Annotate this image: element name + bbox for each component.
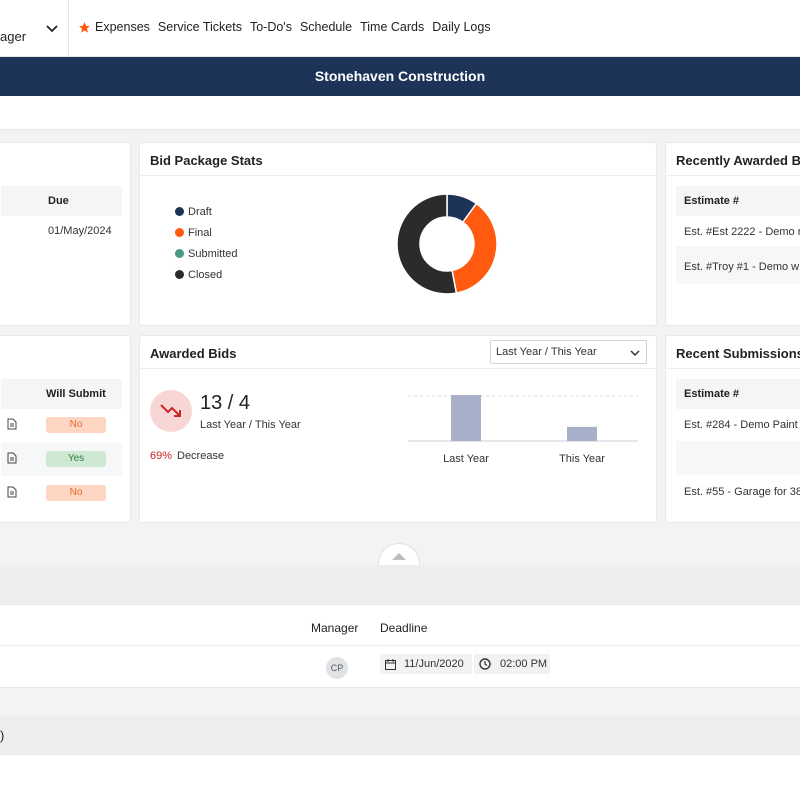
recently-awarded-card: Recently Awarded Bi Estimate # Est. #Est… <box>665 142 800 326</box>
deadline-time[interactable]: 02:00 PM <box>474 654 550 674</box>
legend-swatch <box>175 270 184 279</box>
trending-down-icon <box>160 404 181 417</box>
table-header <box>676 186 800 216</box>
chart-legend: Draft Final Submitted Closed <box>175 201 238 285</box>
bar-this-year[interactable] <box>567 426 597 441</box>
donut-slice-closed[interactable] <box>396 193 458 295</box>
chevron-down-icon <box>630 350 640 357</box>
nav-item-expenses[interactable]: Expenses <box>95 20 150 34</box>
bid-package-stats-card: Bid Package Stats Draft Final Submitted … <box>139 142 657 326</box>
legend-label: Final <box>188 226 212 239</box>
caret-up-icon <box>392 553 406 560</box>
role-selector-label[interactable]: ager <box>0 29 27 44</box>
donut-slice-final[interactable] <box>451 202 498 294</box>
page-footer <box>0 754 800 794</box>
divider <box>140 368 656 369</box>
submission-row-1[interactable]: Est. #284 - Demo Paint <box>684 419 798 431</box>
change-direction: Decrease <box>177 450 225 462</box>
card-title: Recently Awarded Bi <box>676 153 800 168</box>
left-top-card: Due 01/May/2024 <box>0 142 131 326</box>
ratio-caption: Last Year / This Year <box>200 419 301 431</box>
awarded-row-2[interactable]: Est. #Troy #1 - Demo w <box>684 261 800 273</box>
bar-last-year[interactable] <box>451 395 481 441</box>
sub-toolbar <box>0 96 800 130</box>
nav-item-time-cards[interactable]: Time Cards <box>360 20 425 34</box>
divider <box>0 645 800 646</box>
chevron-down-icon[interactable] <box>45 21 59 35</box>
bid-status-donut-chart <box>396 193 498 295</box>
card-title: Recent Submissions <box>676 346 800 361</box>
table-header <box>1 186 122 216</box>
star-icon <box>79 21 90 33</box>
schedule-table: Manager Deadline CP 11/Jun/2020 02:00 PM <box>0 604 800 688</box>
section-header <box>0 565 800 604</box>
column-deadline: Deadline <box>380 621 428 635</box>
legend-label: Closed <box>188 268 223 281</box>
left-mid-card: Will Submit No Yes No <box>0 335 131 523</box>
time-text: 02:00 PM <box>500 658 548 670</box>
table-row <box>676 246 800 284</box>
column-due: Due <box>48 195 69 207</box>
legend-item-draft[interactable]: Draft <box>175 201 238 222</box>
column-estimate: Estimate # <box>684 195 740 207</box>
section-header: ) <box>0 716 800 754</box>
legend-label: Submitted <box>188 247 238 260</box>
nav-item-service-tickets[interactable]: Service Tickets <box>157 20 242 34</box>
calendar-icon <box>385 659 396 670</box>
divider <box>140 175 656 176</box>
table-row <box>676 441 800 475</box>
due-date: 01/May/2024 <box>48 225 112 237</box>
card-title: Bid Package Stats <box>150 153 263 168</box>
avatar[interactable]: CP <box>326 657 348 679</box>
ratio-value: 13 / 4 <box>200 392 251 414</box>
legend-label: Draft <box>188 205 212 218</box>
period-select[interactable]: Last Year / This Year <box>490 340 647 364</box>
column-will-submit: Will Submit <box>46 388 106 400</box>
company-banner: Stonehaven Construction <box>0 57 800 96</box>
recent-submissions-card: Recent Submissions Estimate # Est. #284 … <box>665 335 800 523</box>
awarded-bids-bar-chart: Last Year This Year <box>408 395 638 465</box>
legend-item-submitted[interactable]: Submitted <box>175 243 238 264</box>
deadline-date[interactable]: 11/Jun/2020 <box>380 654 472 674</box>
top-navigation: ager Expenses Service Tickets To-Do's Sc… <box>0 0 800 57</box>
clock-icon <box>479 658 491 670</box>
x-tick-label: Last Year <box>443 453 489 465</box>
divider <box>666 368 800 369</box>
nav-item-daily-logs[interactable]: Daily Logs <box>432 20 491 34</box>
status-badge-yes: Yes <box>46 451 106 467</box>
legend-swatch <box>175 249 184 258</box>
table-header <box>1 379 122 409</box>
card-title: Awarded Bids <box>150 346 237 361</box>
awarded-bids-card: Awarded Bids Last Year / This Year 13 / … <box>139 335 657 523</box>
section-title: ) <box>0 728 5 743</box>
x-tick-label: This Year <box>559 453 605 465</box>
nav-item-todos[interactable]: To-Do's <box>249 20 292 34</box>
collapse-dashboard-button[interactable] <box>378 543 420 565</box>
percent-change: 69% <box>150 450 173 462</box>
nav-item-schedule[interactable]: Schedule <box>299 20 353 34</box>
module-nav: Expenses Service Tickets To-Do's Schedul… <box>78 20 491 34</box>
date-text: 11/Jun/2020 <box>404 658 464 670</box>
document-icon[interactable] <box>7 418 17 430</box>
divider <box>666 175 800 176</box>
select-value: Last Year / This Year <box>496 346 597 358</box>
status-badge-no: No <box>46 485 106 501</box>
document-icon[interactable] <box>7 486 17 498</box>
document-icon[interactable] <box>7 452 17 464</box>
trend-badge <box>150 390 192 432</box>
legend-swatch <box>175 228 184 237</box>
legend-item-closed[interactable]: Closed <box>175 264 238 285</box>
column-manager: Manager <box>311 621 359 635</box>
column-estimate: Estimate # <box>684 388 740 400</box>
table-header <box>676 379 800 409</box>
awarded-row-1[interactable]: Est. #Est 2222 - Demo r <box>684 226 800 238</box>
status-badge-no: No <box>46 417 106 433</box>
divider <box>68 0 69 57</box>
legend-swatch <box>175 207 184 216</box>
submission-row-2[interactable]: Est. #55 - Garage for 38 <box>684 486 800 498</box>
legend-item-final[interactable]: Final <box>175 222 238 243</box>
